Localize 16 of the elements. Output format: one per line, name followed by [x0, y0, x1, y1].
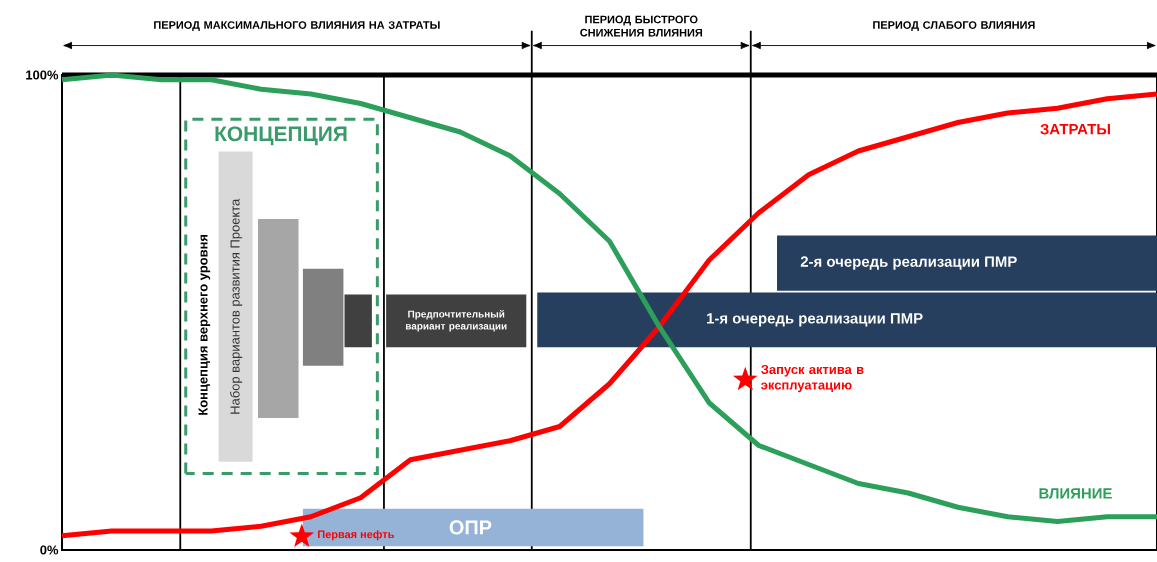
annotation: Концепция верхнего уровня [198, 234, 211, 415]
annotation: 1-я очередь реализации ПМР [707, 313, 923, 327]
series-label: ВЛИЯНИЕ [1039, 488, 1112, 499]
annotation: 2-я очередь реализации ПМР [800, 256, 1017, 270]
text: ПЕРИОД СЛАБОГО ВЛИЯНИЯ [873, 21, 1035, 31]
y-tick-label: 100% [26, 70, 59, 80]
text: ПЕРИОД БЫСТРОГО СНИЖЕНИЯ ВЛИЯНИЯ [580, 15, 703, 37]
annotation: Набор вариантов развития Проекта [230, 198, 243, 414]
series-label: ЗАТРАТЫ [1040, 123, 1110, 135]
y-tick-label: 0% [40, 545, 59, 555]
annotation: КОНЦЕПЦИЯ [215, 126, 347, 146]
annotation: Первая нефть [318, 530, 394, 541]
annotation: Предпочтительный вариант реализации [405, 310, 507, 332]
text: ПЕРИОД МАКСИМАЛЬНОГО ВЛИЯНИЯ НА ЗАТРАТЫ [154, 21, 440, 31]
annotation: ОПР [449, 520, 492, 535]
annotation: Запуск актива в эксплуатацию [761, 364, 864, 393]
